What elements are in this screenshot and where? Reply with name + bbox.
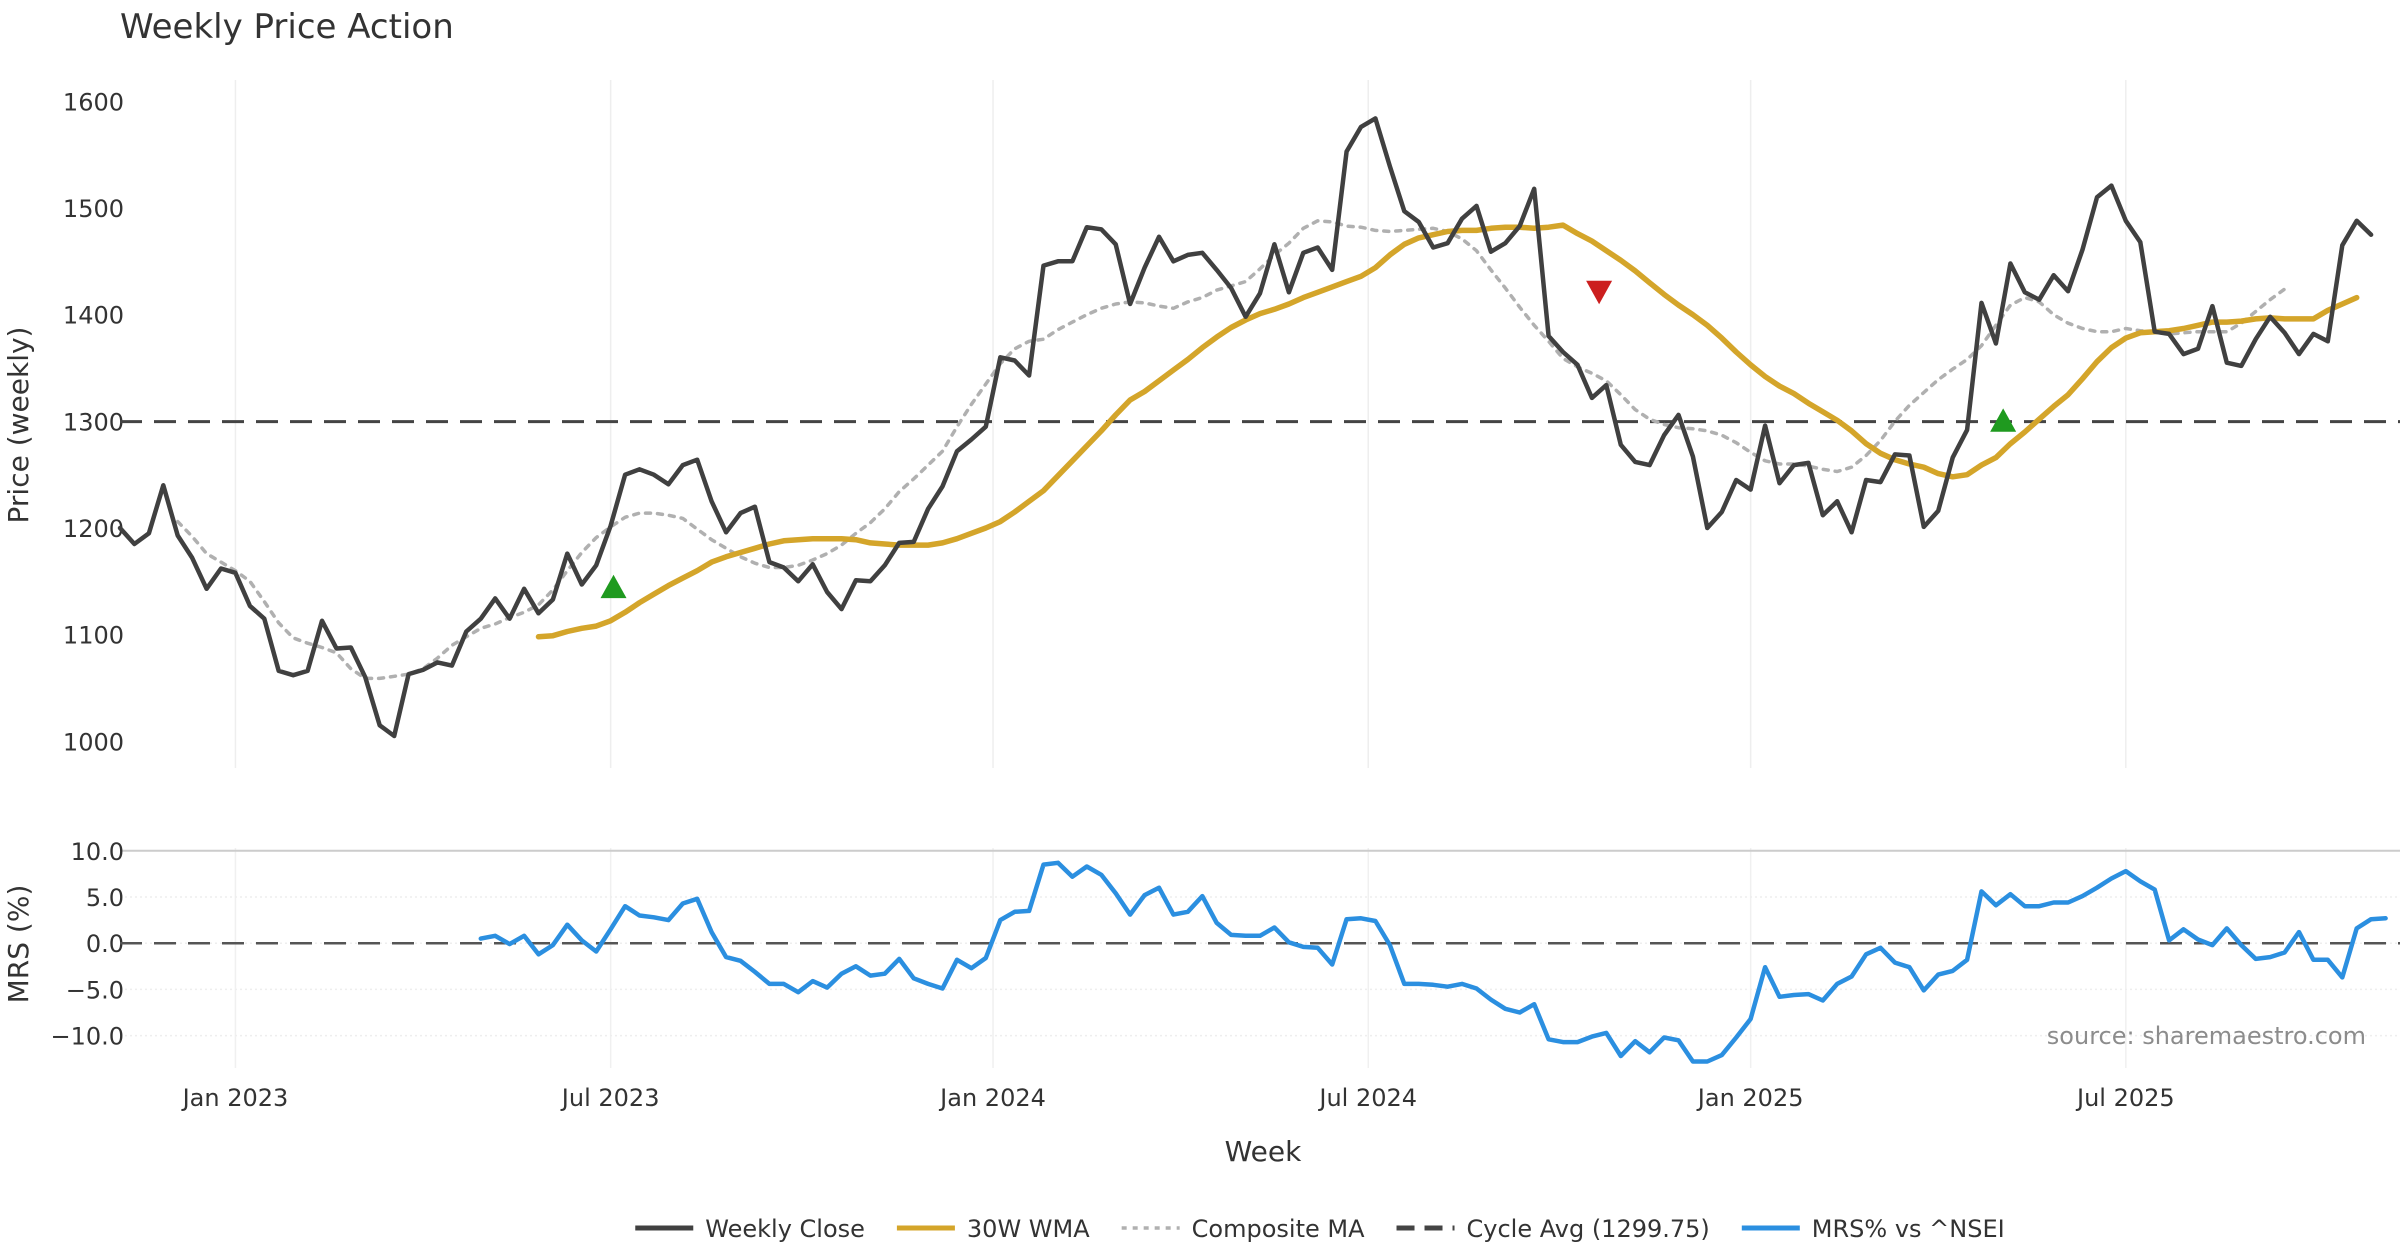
x-tick-label: Jan 2024 [938, 1084, 1046, 1112]
mrs-y-axis-title: MRS (%) [2, 885, 35, 1004]
legend-label: 30W WMA [967, 1215, 1090, 1243]
x-tick-label: Jul 2024 [1317, 1084, 1417, 1112]
price-y-tick-label: 1400 [63, 302, 124, 330]
legend-item: Weekly Close [635, 1215, 865, 1243]
price-y-axis-title: Price (weekly) [2, 327, 35, 524]
legend-item: MRS% vs ^NSEI [1741, 1215, 2005, 1243]
mrs-y-tick-label: 10.0 [71, 838, 124, 866]
legend-label: MRS% vs ^NSEI [1812, 1215, 2005, 1243]
series-30w-wma [535, 222, 2360, 640]
x-axis-title: Week [1225, 1135, 1302, 1168]
buy-signal-marker [1990, 408, 2017, 432]
x-axis: Jan 2023 Jul 2023 Jan 2024 Jul 2024 Jan 2025… [181, 1084, 2175, 1112]
legend-item: 30W WMA [896, 1215, 1090, 1243]
series-weekly-close [117, 116, 2374, 739]
legend: Weekly Close 30W WMA Composite MA Cycle Avg… [635, 1215, 2005, 1243]
legend-item: Composite MA [1121, 1215, 1365, 1243]
price-y-tick-label: 1100 [63, 622, 124, 650]
buy-signal-marker [600, 574, 627, 599]
x-tick-label: Jan 2025 [1696, 1084, 1804, 1112]
legend-label: Cycle Avg (1299.75) [1467, 1215, 1710, 1243]
mrs-y-tick-label: 5.0 [86, 884, 124, 912]
mrs-y-tick-label: 0.0 [86, 930, 124, 958]
price-y-tick-label: 1200 [63, 515, 124, 543]
price-y-tick-label: 1300 [63, 408, 124, 436]
price-y-tick-label: 1000 [63, 728, 124, 756]
legend-label: Composite MA [1192, 1215, 1365, 1243]
price-y-tick-label: 1600 [63, 88, 124, 116]
source-note: source: sharemaestro.com [2047, 1022, 2366, 1050]
price-y-tick-label: 1500 [63, 195, 124, 223]
sell-signal-marker [1586, 280, 1613, 305]
mrs-y-tick-label: −10.0 [50, 1023, 124, 1051]
legend-item: Cycle Avg (1299.75) [1396, 1215, 1710, 1243]
x-tick-label: Jul 2023 [560, 1084, 660, 1112]
mrs-panel: 10.0 5.0 0.0 −5.0 −10.0 [50, 838, 2400, 1068]
series-mrs-vs-nsei [478, 860, 2388, 1064]
x-tick-label: Jan 2023 [181, 1084, 289, 1112]
price-panel: 1000 1100 1200 1300 1400 1500 1600 [63, 80, 2400, 768]
chart-title: Weekly Price Action [120, 7, 454, 47]
legend-label: Weekly Close [705, 1215, 865, 1243]
x-tick-label: Jul 2025 [2075, 1084, 2175, 1112]
mrs-y-tick-label: −5.0 [66, 976, 124, 1004]
